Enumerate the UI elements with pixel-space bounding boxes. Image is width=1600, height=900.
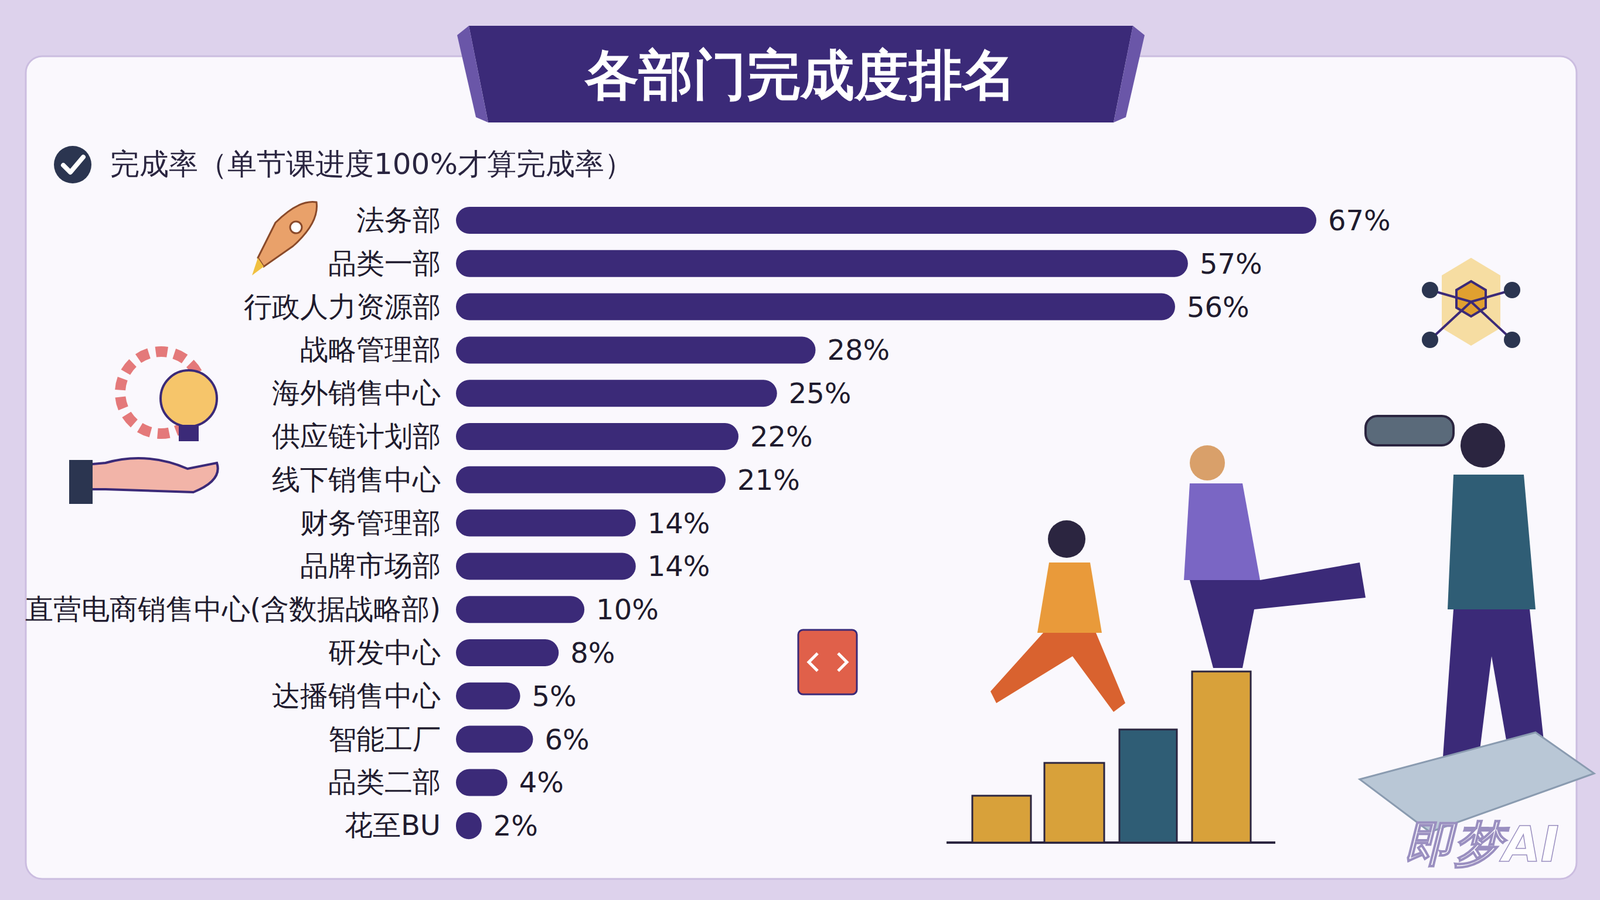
bar xyxy=(455,768,508,796)
category-label: 品类二部 xyxy=(328,765,441,799)
data-label: 8% xyxy=(570,636,615,670)
data-label: 14% xyxy=(647,506,711,540)
rocket xyxy=(257,201,318,267)
data-label: 28% xyxy=(826,333,890,367)
atom xyxy=(1421,281,1439,299)
category-label: 品牌市场部 xyxy=(300,549,441,582)
step-bar xyxy=(1119,729,1177,843)
data-label: 21% xyxy=(737,463,800,497)
category-label: 达播销售中心 xyxy=(271,679,441,713)
atom xyxy=(1503,331,1521,349)
data-label: 6% xyxy=(544,723,590,757)
figure-head xyxy=(1460,423,1506,468)
category-label: 行政人力资源部 xyxy=(243,290,441,323)
category-label: 品类一部 xyxy=(328,246,441,280)
bar xyxy=(455,639,559,667)
category-label: 海外销售中心 xyxy=(271,376,441,410)
chart-svg: 各部门完成度排名完成率（单节课进度100%才算完成率） 法务部 67% 品类一部 57%… xyxy=(0,0,1600,900)
category-label: 研发中心 xyxy=(328,635,441,669)
bond xyxy=(1471,301,1513,340)
bar xyxy=(455,726,533,754)
code-window xyxy=(798,630,857,695)
title: 各部门完成度排名 xyxy=(583,43,1017,107)
watermark: 即梦AI xyxy=(1404,815,1559,874)
data-label: 14% xyxy=(647,549,711,583)
bar xyxy=(455,552,636,580)
atom xyxy=(1421,331,1439,349)
rocket-flame xyxy=(252,257,264,276)
step-bar xyxy=(1044,763,1105,843)
bar xyxy=(455,379,778,407)
cuff xyxy=(69,460,93,505)
hand xyxy=(73,458,219,493)
category-label: 财务管理部 xyxy=(300,506,441,540)
bar xyxy=(455,682,521,710)
check-mark xyxy=(63,157,84,173)
step-bar xyxy=(972,795,1031,843)
decorations xyxy=(69,201,1595,843)
banner-edge xyxy=(457,25,489,123)
data-label: 67% xyxy=(1328,203,1391,237)
background xyxy=(0,0,1600,900)
bulb xyxy=(160,370,217,427)
bar xyxy=(455,509,636,537)
data-label: 10% xyxy=(596,593,659,626)
figure-legs xyxy=(1189,562,1366,669)
title-banner xyxy=(468,25,1133,123)
bar xyxy=(455,466,726,494)
data-label: 4% xyxy=(519,766,564,799)
bar xyxy=(455,596,585,624)
bar xyxy=(455,250,1188,278)
bar xyxy=(455,206,1317,234)
data-label: 22% xyxy=(750,420,813,454)
category-label: 智能工厂 xyxy=(328,722,441,756)
category-label: 线下销售中心 xyxy=(271,463,441,496)
atom xyxy=(1503,281,1521,299)
data-label: 25% xyxy=(788,376,852,410)
data-label: 57% xyxy=(1199,247,1263,281)
panel xyxy=(25,56,1577,880)
telescope xyxy=(1365,416,1454,446)
subtitle: 完成率（单节课进度100%才算完成率） xyxy=(110,147,634,182)
figure-body xyxy=(1447,474,1536,610)
bar xyxy=(455,293,1176,321)
category-label: 直营电商销售中心(含数据战略部) xyxy=(25,592,441,626)
figure-body xyxy=(1183,483,1261,581)
figure-head xyxy=(1047,520,1086,558)
bulb-base xyxy=(178,424,199,442)
category-label: 法务部 xyxy=(356,203,441,237)
data-label: 56% xyxy=(1186,290,1250,324)
bar xyxy=(455,336,816,364)
figure-legs xyxy=(990,632,1126,713)
check-icon xyxy=(53,145,92,184)
step-bar xyxy=(1192,671,1251,843)
labels: 法务部 67% 品类一部 57% 行政人力资源部 56% 战略管理部 28% 海外销售中心 25%… xyxy=(25,203,1391,843)
data-label: 2% xyxy=(493,809,539,843)
rocket-window xyxy=(290,221,302,234)
category-label: 战略管理部 xyxy=(300,332,441,366)
category-label: 花至BU xyxy=(344,808,441,842)
figure-body xyxy=(1037,562,1102,633)
bond xyxy=(1430,301,1472,340)
banner-edge xyxy=(1113,25,1145,123)
category-label: 供应链计划部 xyxy=(271,419,441,453)
code-symbol xyxy=(808,653,847,672)
bar xyxy=(455,812,482,840)
data-label: 5% xyxy=(532,679,577,713)
bars xyxy=(455,206,1317,840)
bar xyxy=(455,423,739,451)
figure-head xyxy=(1189,445,1225,481)
